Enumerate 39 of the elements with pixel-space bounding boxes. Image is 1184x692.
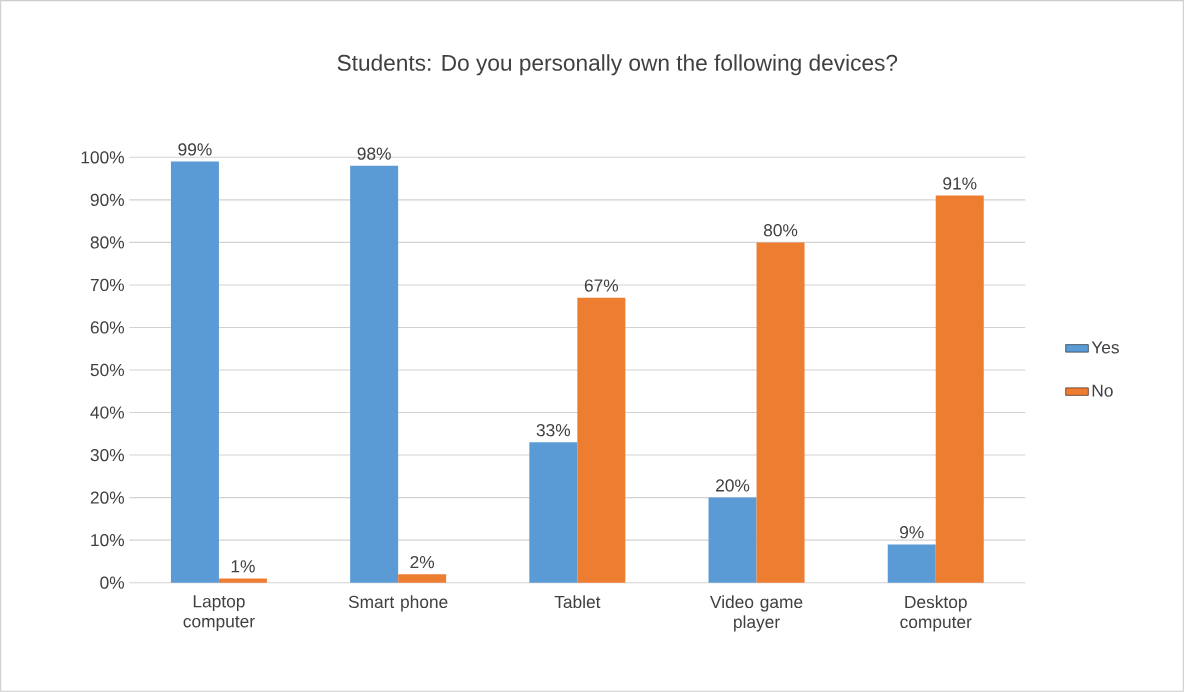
- bar: [170, 161, 219, 583]
- bar: [577, 297, 626, 583]
- x-tick-label: Video game player: [710, 595, 803, 632]
- data-label: 2%: [410, 555, 435, 569]
- data-label: 1%: [231, 560, 255, 573]
- data-label: 98%: [357, 147, 391, 160]
- data-label: 67%: [584, 279, 619, 292]
- bar: [756, 242, 805, 583]
- data-label: 33%: [536, 424, 571, 437]
- bar: [935, 195, 984, 583]
- x-tick-label: Tablet: [554, 595, 601, 609]
- chart-title: Students: Do you personally own the following devices?: [337, 54, 898, 76]
- y-tick-label: 100%: [81, 151, 125, 164]
- y-tick-label: 0%: [100, 576, 125, 589]
- legend-label: No: [1092, 384, 1113, 397]
- data-label: 99%: [178, 143, 212, 156]
- x-tick-label: Smart phone: [348, 595, 448, 612]
- bar: [398, 574, 447, 583]
- y-tick-label: 60%: [90, 321, 125, 334]
- y-tick-label: 80%: [90, 236, 125, 249]
- y-tick-label: 70%: [90, 278, 125, 292]
- y-tick-label: 30%: [90, 448, 125, 462]
- data-label: 91%: [943, 177, 977, 190]
- x-tick-label: Desktop computer: [900, 595, 972, 632]
- y-tick-label: 20%: [90, 491, 125, 504]
- bar: [887, 544, 936, 583]
- bar: [708, 497, 757, 583]
- legend-label: Yes: [1091, 341, 1119, 354]
- data-label: 9%: [900, 526, 924, 539]
- data-label: 20%: [716, 479, 750, 492]
- bar: [529, 442, 578, 583]
- bar: [350, 165, 399, 583]
- y-tick-label: 40%: [90, 406, 125, 419]
- y-tick-label: 10%: [91, 533, 125, 547]
- x-tick-label: Laptop computer: [183, 595, 255, 631]
- data-label: 80%: [763, 224, 798, 237]
- y-tick-label: 50%: [90, 363, 125, 377]
- bar: [218, 578, 267, 583]
- y-tick-label: 90%: [90, 193, 125, 206]
